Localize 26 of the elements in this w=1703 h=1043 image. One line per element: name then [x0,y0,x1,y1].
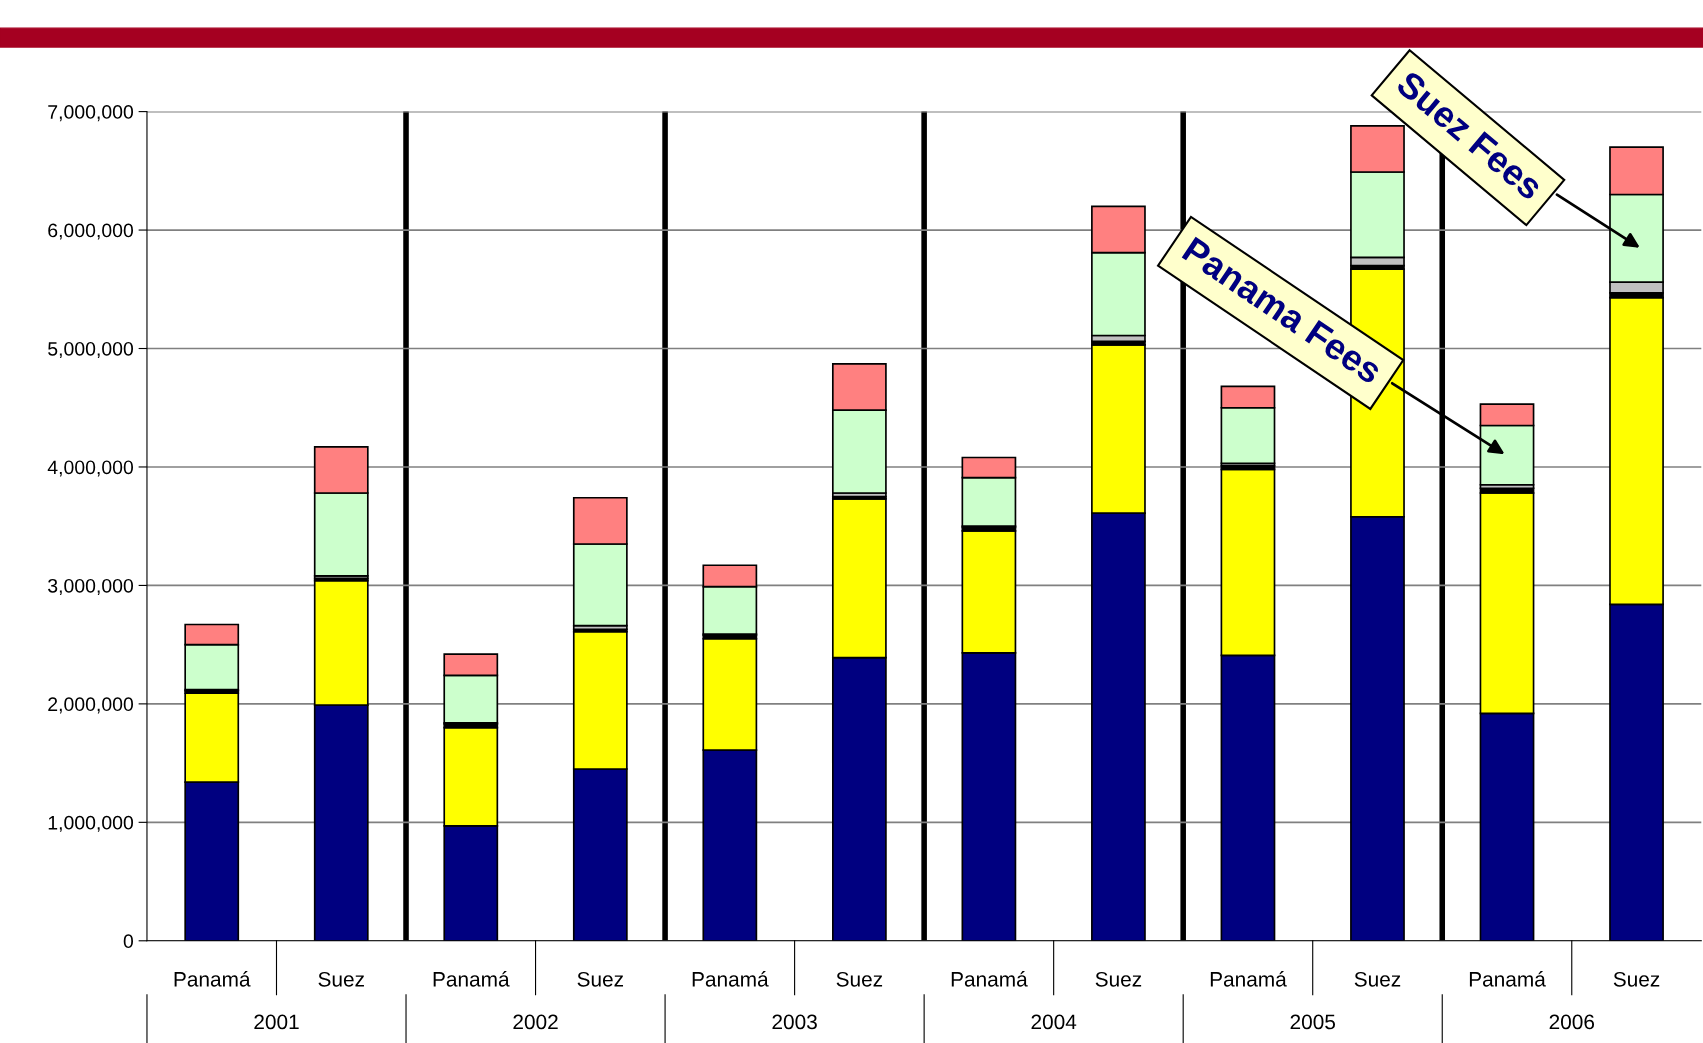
y-tick-label: 2,000,000 [48,697,134,714]
text: 2003 [772,1014,817,1030]
y-tick-label: 0 [123,934,134,949]
y-tick-label: 6,000,000 [48,223,134,240]
x-tick-label: Panamá [692,971,769,987]
text: 2001 [254,1014,299,1030]
y-tick-label: 4,000,000 [47,460,134,477]
y-tick-label: 5,000,000 [48,341,134,359]
x-tick-label: Suez [1095,971,1142,987]
x-tick-label: Panamá [1210,971,1287,987]
x-tick-label: Panamá [433,971,510,987]
y-tick-label: 3,000,000 [48,578,134,595]
x-tick-label: Panamá [174,971,251,987]
x-tick-label: Suez [577,971,624,987]
text: 2005 [1290,1014,1336,1030]
x-tick-label: Suez [1613,971,1660,987]
x-tick-label: Suez [836,971,883,987]
x-tick-label: Panamá [1469,971,1546,987]
x-tick-label: Suez [318,971,364,987]
text: 2006 [1549,1014,1595,1030]
y-tick-label: 7,000,000 [48,105,134,122]
text: 2002 [513,1014,558,1030]
y-tick-label: 1,000,000 [48,815,134,832]
text: 2004 [1031,1014,1077,1030]
x-tick-label: Suez [1354,971,1401,987]
x-tick-label: Panamá [951,971,1028,987]
